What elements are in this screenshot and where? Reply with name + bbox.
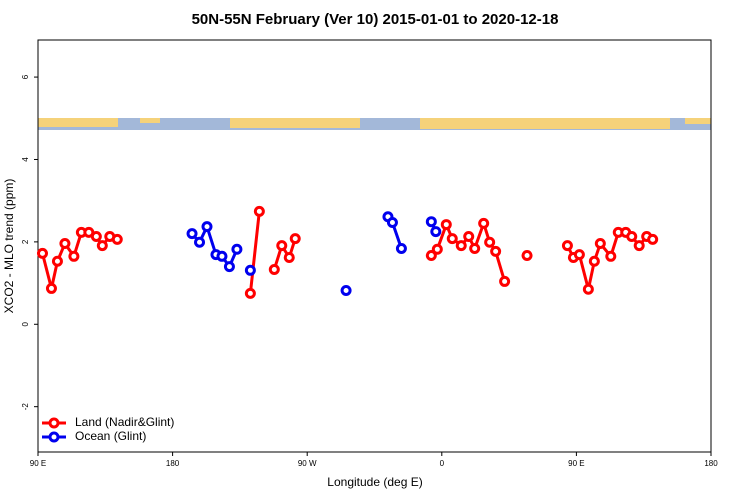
data-point xyxy=(45,282,57,294)
y-tick-label: 0 xyxy=(21,322,30,327)
legend-marker xyxy=(48,431,60,443)
x-tick-label: 90 W xyxy=(298,459,317,468)
data-point xyxy=(594,238,606,250)
data-point xyxy=(573,249,585,261)
data-point xyxy=(633,240,645,252)
data-point xyxy=(588,255,600,267)
chart-title: 50N-55N February (Ver 10) 2015-01-01 to … xyxy=(192,11,559,28)
data-point xyxy=(478,217,490,229)
series-line xyxy=(190,215,438,270)
data-point xyxy=(626,231,638,243)
data-point xyxy=(68,250,80,262)
y-axis-label: XCO2 - MLO trend (ppm) xyxy=(2,179,16,314)
data-point xyxy=(186,228,198,240)
data-point xyxy=(430,226,442,238)
data-point xyxy=(340,284,352,296)
y-tick-label: 6 xyxy=(21,74,30,79)
data-point xyxy=(216,250,228,262)
data-point xyxy=(440,219,452,231)
data-point xyxy=(386,217,398,229)
x-tick-label: 90 E xyxy=(30,459,46,468)
data-point xyxy=(395,242,407,254)
data-point xyxy=(51,255,63,267)
data-point xyxy=(561,240,573,252)
data-point xyxy=(96,240,108,252)
data-point xyxy=(289,233,301,245)
x-tick-label: 90 E xyxy=(568,459,584,468)
legend-marker xyxy=(48,417,60,429)
data-point xyxy=(244,264,256,276)
x-tick-label: 180 xyxy=(166,459,180,468)
data-point xyxy=(499,275,511,287)
y-tick-label: 4 xyxy=(21,157,30,162)
data-point xyxy=(425,216,437,228)
data-point xyxy=(59,238,71,250)
series-line xyxy=(41,211,654,294)
x-tick-label: 0 xyxy=(440,459,445,468)
legend-label: Land (Nadir&Glint) xyxy=(75,415,174,429)
data-point xyxy=(484,236,496,248)
data-point xyxy=(283,252,295,264)
data-point xyxy=(521,249,533,261)
data-point xyxy=(90,231,102,243)
data-point xyxy=(244,287,256,299)
data-point xyxy=(194,236,206,248)
y-tick-label: 2 xyxy=(21,239,30,244)
data-point xyxy=(647,233,659,245)
data-point xyxy=(253,205,265,217)
data-point xyxy=(446,233,458,245)
data-point xyxy=(268,263,280,275)
map-strip xyxy=(38,118,711,130)
data-point xyxy=(231,243,243,255)
data-point xyxy=(425,249,437,261)
data-point xyxy=(469,242,481,254)
data-point xyxy=(111,233,123,245)
data-point xyxy=(223,261,235,273)
data-point xyxy=(463,231,475,243)
data-point xyxy=(605,250,617,262)
data-point xyxy=(490,245,502,257)
legend-label: Ocean (Glint) xyxy=(75,429,146,443)
x-tick-label: 180 xyxy=(704,459,718,468)
data-point xyxy=(36,247,48,259)
data-point xyxy=(201,221,213,233)
y-tick-label: -2 xyxy=(21,403,30,411)
data-point xyxy=(431,243,443,255)
plot-frame xyxy=(37,39,712,453)
data-point xyxy=(582,283,594,295)
data-point xyxy=(276,240,288,252)
x-axis-label: Longitude (deg E) xyxy=(327,475,422,489)
data-point xyxy=(455,240,467,252)
